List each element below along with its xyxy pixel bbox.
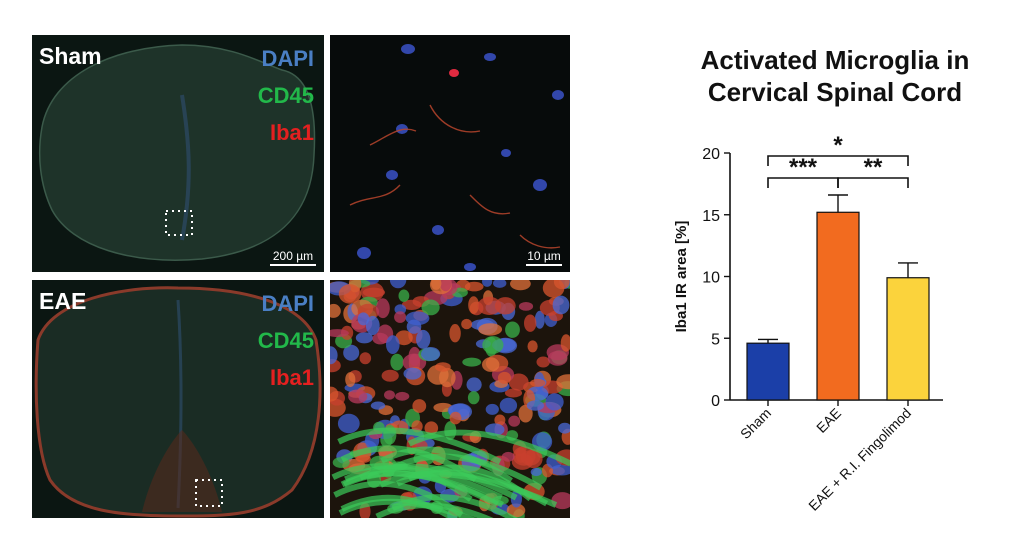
bar-2 [886, 277, 930, 401]
eae-stain-dapi: DAPI [261, 291, 314, 316]
bar-0 [746, 342, 790, 401]
sham-stain-dapi: DAPI [261, 46, 314, 71]
sham-spinal-cord-image [38, 44, 316, 261]
y-tick-label: 0 [711, 393, 720, 410]
significance-label-0: *** [789, 154, 818, 181]
sham-overview-micrograph: Sham DAPI CD45 Iba1 200 µm [32, 35, 324, 272]
chart-title-line-2: Cervical Spinal Cord [707, 77, 963, 107]
sham-overview-scalebar: 200 µm [270, 249, 316, 266]
sham-zoom-region-marker [165, 210, 193, 236]
sham-zoom-scale-label: 10 µm [527, 249, 561, 263]
eae-label: EAE [39, 288, 87, 314]
sham-zoom-scalebar: 10 µm [526, 249, 562, 266]
sham-zoom-image [349, 44, 564, 271]
chart-title-line-1: Activated Microglia in [700, 45, 970, 75]
eae-zoom-micrograph [330, 280, 570, 518]
significance-bracket-2 [767, 155, 909, 166]
eae-stain-iba1: Iba1 [269, 365, 314, 390]
sham-zoom-micrograph: 10 µm [330, 35, 570, 272]
y-tick-label: 10 [702, 270, 720, 287]
sham-label: Sham [39, 43, 102, 69]
chart-title: Activated Microglia in Cervical Spinal C… [655, 44, 1015, 108]
significance-label-1: ** [864, 154, 883, 181]
y-tick-label: 15 [702, 208, 720, 225]
eae-zoom-image [330, 280, 570, 518]
x-tick-label: Sham [737, 405, 774, 442]
significance-bracket-1 [837, 177, 909, 188]
sham-stain-iba1: Iba1 [269, 120, 314, 145]
eae-overview-micrograph: EAE DAPI CD45 Iba1 [32, 280, 324, 518]
bar-1 [816, 211, 860, 401]
significance-label-2: * [833, 132, 843, 159]
y-tick-label: 5 [711, 331, 720, 348]
y-axis-label: Iba1 IR area [%] [673, 221, 690, 333]
sham-stain-cd45: CD45 [257, 83, 314, 108]
eae-stain-cd45: CD45 [257, 328, 314, 353]
y-tick-label: 20 [702, 146, 720, 163]
eae-zoom-region-marker [195, 479, 223, 507]
sham-overview-scale-label: 200 µm [272, 249, 314, 263]
x-tick-label: EAE [813, 405, 844, 436]
eae-spinal-cord-image [34, 286, 322, 518]
